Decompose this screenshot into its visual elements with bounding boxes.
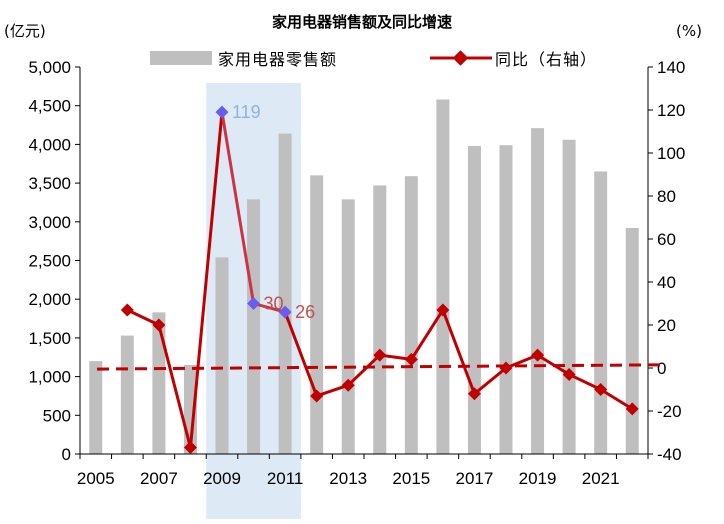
line-segment <box>536 353 570 376</box>
x-tick-label: 2005 <box>77 469 115 488</box>
line-segment <box>283 311 319 397</box>
data-labels: 119 30 26 <box>232 102 315 322</box>
line-segment <box>568 373 602 391</box>
bar-2011 <box>278 133 292 454</box>
right-tick-label: 100 <box>657 144 685 163</box>
line-marker-2012 <box>310 389 324 403</box>
line-segment <box>473 366 507 395</box>
left-tick-label: 5,000 <box>28 58 71 77</box>
x-tick-label: 2017 <box>456 469 494 488</box>
bar-2021 <box>594 171 608 455</box>
bar-2009 <box>215 257 229 454</box>
line-marker-2017 <box>467 387 481 401</box>
right-tick-label: 80 <box>657 187 676 206</box>
bar-2022 <box>625 227 639 454</box>
left-tick-label: 2,500 <box>28 252 71 271</box>
line-segment <box>347 354 381 387</box>
line-segment <box>253 302 286 314</box>
left-tick-label: 1,000 <box>28 368 71 387</box>
chart-title: 家用电器销售额及同比增速 <box>272 13 452 31</box>
line-marker-2016 <box>436 303 450 317</box>
x-tick-label: 2015 <box>392 469 430 488</box>
line-marker-2006 <box>120 303 134 317</box>
x-tick-label: 2019 <box>519 469 557 488</box>
bar-2014 <box>373 185 387 454</box>
data-label-2011: 26 <box>295 302 315 322</box>
bar-2018 <box>499 145 513 454</box>
left-tick-label: 2,000 <box>28 290 71 309</box>
line-marker-2020 <box>562 367 576 381</box>
line-marker-2013 <box>341 378 355 392</box>
right-tick-label: 120 <box>657 101 685 120</box>
bar-2007 <box>152 312 166 454</box>
line-segment <box>505 353 539 370</box>
legend-line-label: 同比（右轴） <box>495 50 597 69</box>
right-axis-unit: (%) <box>676 22 702 40</box>
right-tick-label: 140 <box>657 58 685 77</box>
line-segment <box>220 111 256 304</box>
bar-2006 <box>120 335 134 454</box>
left-tick-label: 4,500 <box>28 97 71 116</box>
data-label-2009: 119 <box>232 102 261 122</box>
right-tick-label: 20 <box>657 316 676 335</box>
line-segment <box>126 308 160 327</box>
legend-line-marker <box>452 50 469 66</box>
bar-2016 <box>436 99 450 455</box>
line-marker-2011 <box>278 305 292 319</box>
x-tick-label: 2021 <box>582 469 620 488</box>
left-tick-label: 3,500 <box>28 174 71 193</box>
line-marker-2007 <box>152 318 166 332</box>
left-tick-label: 500 <box>43 406 71 425</box>
legend-bar-label: 家用电器零售额 <box>218 50 337 69</box>
bar-2010 <box>247 199 261 454</box>
line-marker-2022 <box>625 402 639 416</box>
bar-2005 <box>89 361 103 454</box>
line-segment <box>188 112 224 448</box>
left-tick-label: 1,500 <box>28 329 71 348</box>
left-axis-unit: (亿元) <box>4 22 46 40</box>
right-tick-label: 60 <box>657 230 676 249</box>
line-marker-2015 <box>404 352 418 366</box>
axes: 0 500 1,000 1,500 2,000 2,500 3,000 3,500 4,000 4… <box>28 58 685 488</box>
bar-2019 <box>531 128 545 454</box>
right-tick-label: -20 <box>657 402 682 421</box>
line-segment <box>157 324 192 448</box>
bar-2013 <box>341 199 355 454</box>
line-segment <box>316 383 349 398</box>
line-marker-2014 <box>373 348 387 362</box>
left-tick-label: 0 <box>62 445 71 464</box>
data-label-2010: 30 <box>264 294 284 314</box>
line-segment <box>441 309 476 395</box>
x-tick-label: 2013 <box>329 469 367 488</box>
legend-bar-swatch <box>150 51 212 65</box>
bar-2015 <box>404 176 418 454</box>
line-marker-2018 <box>499 361 513 375</box>
left-tick-label: 4,000 <box>28 135 71 154</box>
x-tick-label: 2007 <box>140 469 178 488</box>
right-tick-label: -40 <box>657 445 682 464</box>
bar-series <box>89 99 639 455</box>
x-tick-label: 2009 <box>203 469 241 488</box>
left-tick-label: 3,000 <box>28 213 71 232</box>
bar-2017 <box>467 145 481 454</box>
bar-2020 <box>562 139 576 455</box>
right-tick-label: 40 <box>657 273 676 292</box>
x-tick-label: 2011 <box>267 469 304 488</box>
legend: 家用电器零售额 同比（右轴） <box>150 50 597 69</box>
line-segment <box>410 309 445 361</box>
line-marker-2019 <box>531 348 545 362</box>
right-tick-label: 0 <box>657 359 666 378</box>
line-segment <box>599 388 634 411</box>
